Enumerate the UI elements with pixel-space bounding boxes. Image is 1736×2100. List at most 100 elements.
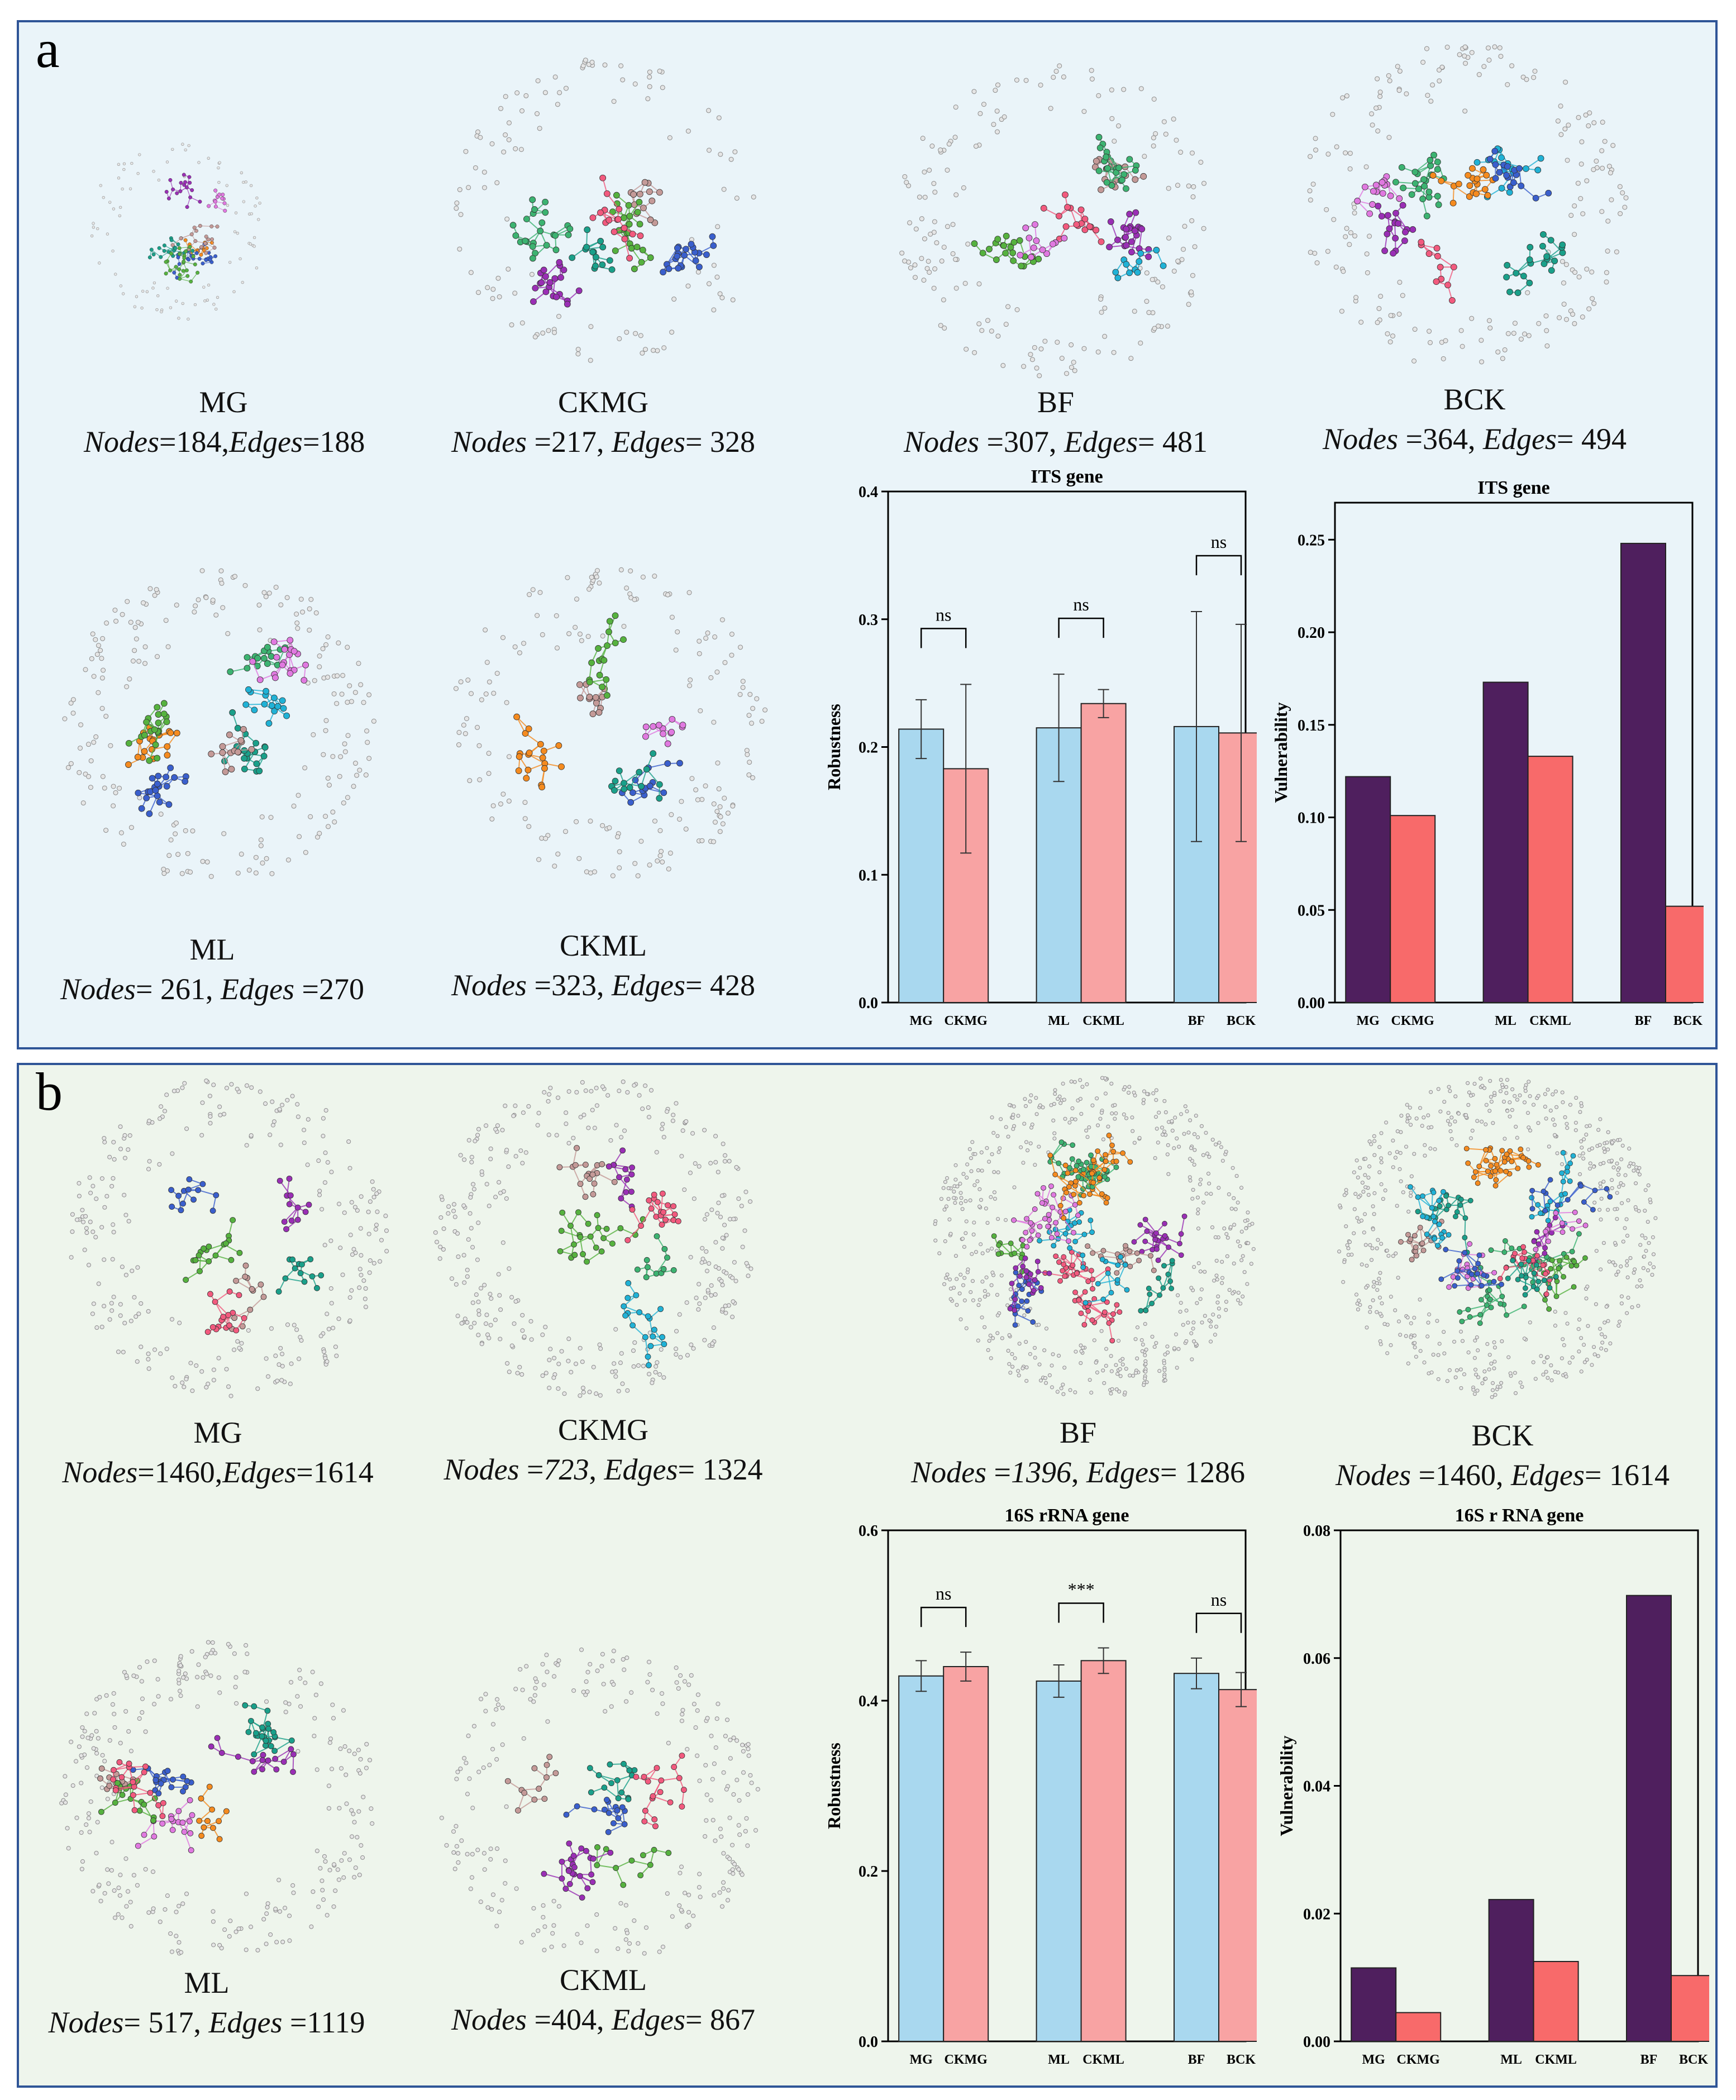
isolated-node [1585,1285,1590,1289]
isolated-node [179,871,185,876]
gray-nodes [69,1078,389,1399]
node [979,250,986,257]
node [1071,1230,1076,1235]
node [623,1189,629,1195]
isolated-node [535,78,541,84]
isolated-node [1578,196,1584,202]
node [1444,281,1451,289]
isolated-node [166,287,169,290]
isolated-node [980,1251,985,1256]
isolated-node [264,856,269,861]
node [683,246,689,253]
node [1002,250,1009,257]
isolated-node [995,1313,1000,1318]
isolated-node [1103,1091,1108,1096]
node [222,201,227,206]
isolated-node [135,619,141,625]
isolated-node [1503,1137,1507,1141]
isolated-node [1247,1223,1252,1228]
isolated-node [1592,1200,1597,1205]
edge [624,238,631,259]
isolated-node [1189,1286,1194,1290]
isolated-node [1166,235,1172,241]
module-cluster [642,715,686,747]
isolated-node [513,1299,518,1304]
isolated-node [503,94,508,99]
isolated-node [1390,333,1395,339]
isolated-node [1131,1373,1136,1378]
isolated-node [1515,1097,1519,1102]
isolated-node [976,1303,981,1307]
isolated-node [1492,1345,1497,1350]
isolated-node [1413,1345,1417,1349]
node [1105,1270,1111,1276]
isolated-node [958,1272,963,1277]
isolated-node [1109,116,1115,121]
isolated-node [1562,1343,1566,1348]
isolated-node [202,285,206,289]
isolated-node [322,1349,327,1354]
isolated-node [1209,1192,1213,1196]
isolated-node [979,328,985,333]
isolated-node [361,700,366,705]
isolated-node [1620,1201,1624,1205]
node [1112,269,1119,276]
isolated-node [228,260,232,264]
isolated-node [1239,1258,1244,1262]
isolated-node [152,593,158,598]
node [626,213,633,219]
isolated-node [257,627,263,633]
isolated-node [128,825,134,831]
isolated-node [1001,114,1007,120]
isolated-node [1236,1239,1240,1244]
isolated-node [1472,1082,1477,1086]
isolated-node [702,1338,707,1343]
isolated-node [84,1226,89,1231]
node [1122,233,1129,241]
node [1098,238,1105,245]
node [1062,1230,1069,1237]
isolated-node [709,1207,714,1213]
isolated-node [182,1081,187,1086]
node [1018,262,1025,270]
node [180,1200,186,1207]
isolated-node [328,1286,333,1291]
isolated-node [345,645,350,650]
isolated-node [540,632,545,637]
isolated-node [1481,64,1487,69]
isolated-node [969,1290,973,1294]
node [249,658,256,665]
node [198,199,202,204]
node [576,681,583,688]
isolated-node [220,605,226,610]
isolated-node [1613,1240,1618,1245]
node [1007,1306,1013,1312]
isolated-node [147,1159,152,1164]
isolated-node [1004,1125,1008,1129]
node [156,799,163,806]
node [542,198,549,206]
node [600,1235,607,1242]
node [661,1245,668,1252]
isolated-node [1566,122,1571,128]
module-cluster [1011,1206,1048,1250]
node [555,742,562,749]
node [1107,218,1114,225]
isolated-node [972,1183,977,1187]
isolated-node [953,256,958,262]
isolated-node [1080,1085,1085,1089]
isolated-node [686,590,692,595]
isolated-node [1375,76,1380,82]
isolated-node [1229,1206,1234,1211]
isolated-node [1492,1340,1496,1344]
isolated-node [955,1277,959,1281]
isolated-node [458,212,464,217]
isolated-node [1425,93,1430,98]
isolated-node [971,1298,975,1302]
isolated-node [1220,1281,1224,1285]
isolated-node [506,120,512,126]
isolated-node [466,1138,471,1143]
isolated-node [1412,1315,1417,1320]
node [213,204,218,209]
node [1157,1292,1162,1298]
